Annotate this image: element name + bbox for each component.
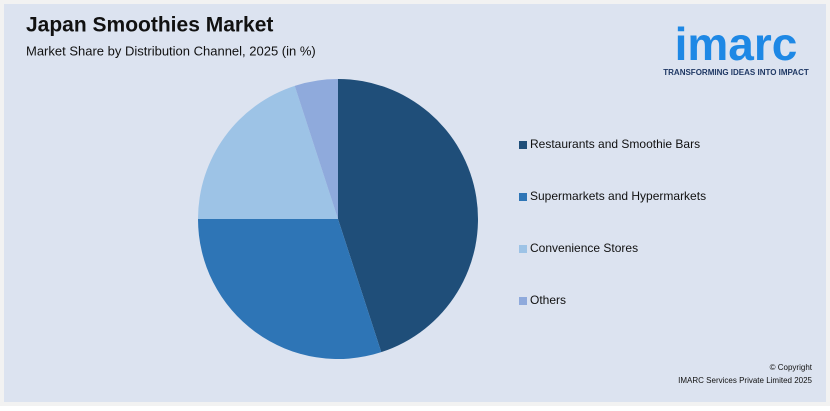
legend-swatch [519, 141, 527, 149]
legend-label: Convenience Stores [530, 241, 638, 255]
chart-title: Japan Smoothies Market [26, 14, 273, 37]
pie-slice [198, 219, 382, 360]
pie-slice [198, 85, 338, 220]
pie-slice [294, 79, 338, 219]
legend-swatch [519, 245, 527, 253]
legend-label: Others [530, 293, 566, 307]
legend-label: Restaurants and Smoothie Bars [530, 137, 700, 151]
chart-subtitle: Market Share by Distribution Channel, 20… [26, 43, 316, 58]
copyright: © Copyright [770, 363, 813, 372]
logo-name: imarc [675, 18, 798, 70]
legend-swatch [519, 297, 527, 305]
pie-slice [338, 79, 479, 353]
copyright-company: IMARC Services Private Limited 2025 [678, 376, 812, 385]
logo-tagline: TRANSFORMING IDEAS INTO IMPACT [663, 68, 809, 77]
legend-label: Supermarkets and Hypermarkets [530, 189, 706, 203]
legend-swatch [519, 193, 527, 201]
